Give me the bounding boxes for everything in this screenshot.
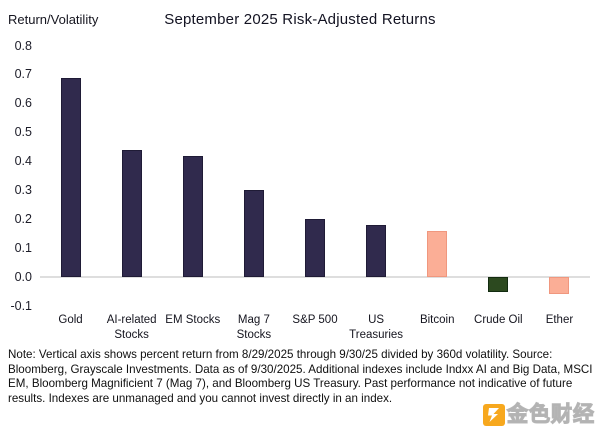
y-tick-label: 0.6 [14,96,32,111]
y-tick-label: 0.8 [14,38,32,53]
x-category-label: Ether [545,314,574,326]
bar-gold [60,77,81,278]
bar-crude-oil [488,277,509,292]
chart-title: September 2025 Risk-Adjusted Returns [164,11,436,28]
jinse-logo-icon [483,404,505,426]
watermark-text: 金色财经 [506,403,595,426]
x-category-label: US Treasuries [349,314,404,341]
x-category-label: Gold [58,314,83,326]
x-category-label: Bitcoin [419,314,455,326]
y-tick-label: 0.3 [14,182,32,197]
bar-ai-related-stocks [121,150,142,278]
y-tick-label: 0.2 [14,211,32,226]
x-category-label: S&P 500 [292,314,338,326]
watermark: 金色财经 [483,403,595,426]
y-axis-tick-labels: 0.8 0.7 0.6 0.5 0.4 0.3 0.2 0.1 0.0 -0.1 [0,0,34,430]
y-tick-label: 0.4 [14,154,32,169]
jinse-logo-rect [483,404,505,426]
plot-area [40,46,590,306]
x-category-label: Crude Oil [474,314,523,326]
y-axis-title: Return/Volatility [8,12,99,27]
x-category-label: EM Stocks [165,314,221,326]
bar-s&p-500 [305,219,325,278]
bar-mag-7-stocks [243,190,264,278]
zero-gridline [40,276,590,279]
bar-us-treasuries [366,225,387,278]
bar-bitcoin [427,230,448,278]
y-tick-label: 0.7 [14,67,32,82]
x-category-label: Mag 7 Stocks [236,314,272,341]
bar-em-stocks [182,155,203,278]
footnote: Note: Vertical axis shows percent return… [8,348,593,405]
y-tick-label: 0.5 [14,125,32,140]
y-tick-label: 0.1 [14,240,32,255]
x-category-label: AI-related Stocks [106,314,157,341]
y-tick-label: -0.1 [10,298,32,313]
bar-ether [549,277,570,295]
y-tick-label: 0.0 [14,269,32,284]
x-axis-category-labels: Gold AI-related Stocks EM Stocks Mag 7 Stoc… [40,313,590,347]
